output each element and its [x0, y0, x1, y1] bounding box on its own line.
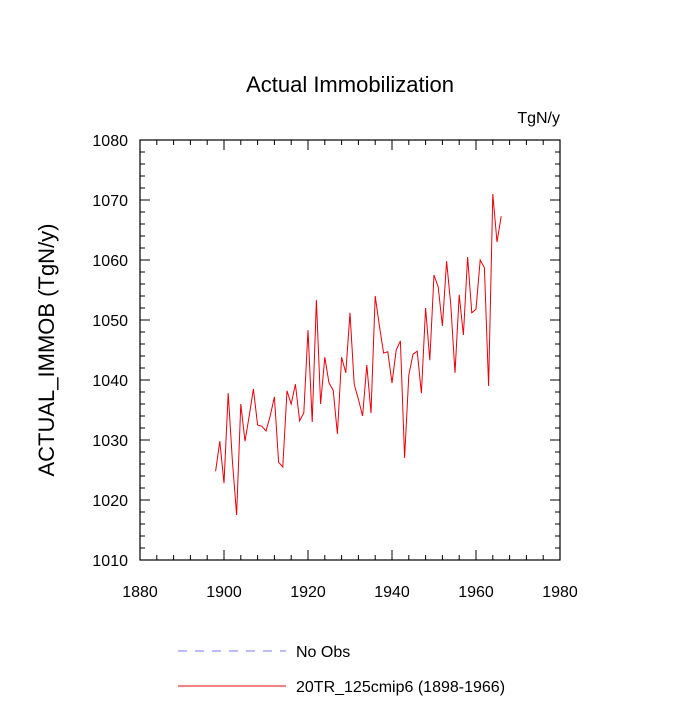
y-tick-label: 1010: [92, 553, 128, 570]
legend: No Obs 20TR_125cmip6 (1898-1966): [178, 644, 505, 696]
series-layer: [215, 193, 502, 516]
series-line-1: [215, 193, 502, 516]
x-tick-label: 1940: [374, 584, 410, 601]
legend-label-1: 20TR_125cmip6 (1898-1966): [296, 679, 505, 696]
x-tick-label: 1960: [458, 584, 494, 601]
x-tick-label: 1880: [122, 584, 158, 601]
x-tick-label: 1920: [290, 584, 326, 601]
axes: 1880 1900 1920 1940 1960 1980 1010 1020 1030 1040…: [92, 133, 577, 601]
y-tick-label: 1060: [92, 253, 128, 270]
legend-label-0: No Obs: [296, 644, 350, 661]
y-tick-label: 1020: [92, 493, 128, 510]
y-axis-label: ACTUAL_IMMOB (TgN/y): [34, 223, 59, 476]
plot-area: [139, 139, 561, 561]
x-tick-label: 1900: [206, 584, 242, 601]
x-tick-label: 1980: [542, 584, 578, 601]
y-tick-label: 1030: [92, 433, 128, 450]
units-label: TgN/y: [517, 110, 560, 127]
chart-title: Actual Immobilization: [246, 72, 454, 97]
y-tick-label: 1070: [92, 193, 128, 210]
y-tick-label: 1080: [92, 133, 128, 150]
plot-frame: [139, 139, 561, 561]
y-tick-label: 1050: [92, 313, 128, 330]
y-tick-label: 1040: [92, 373, 128, 390]
